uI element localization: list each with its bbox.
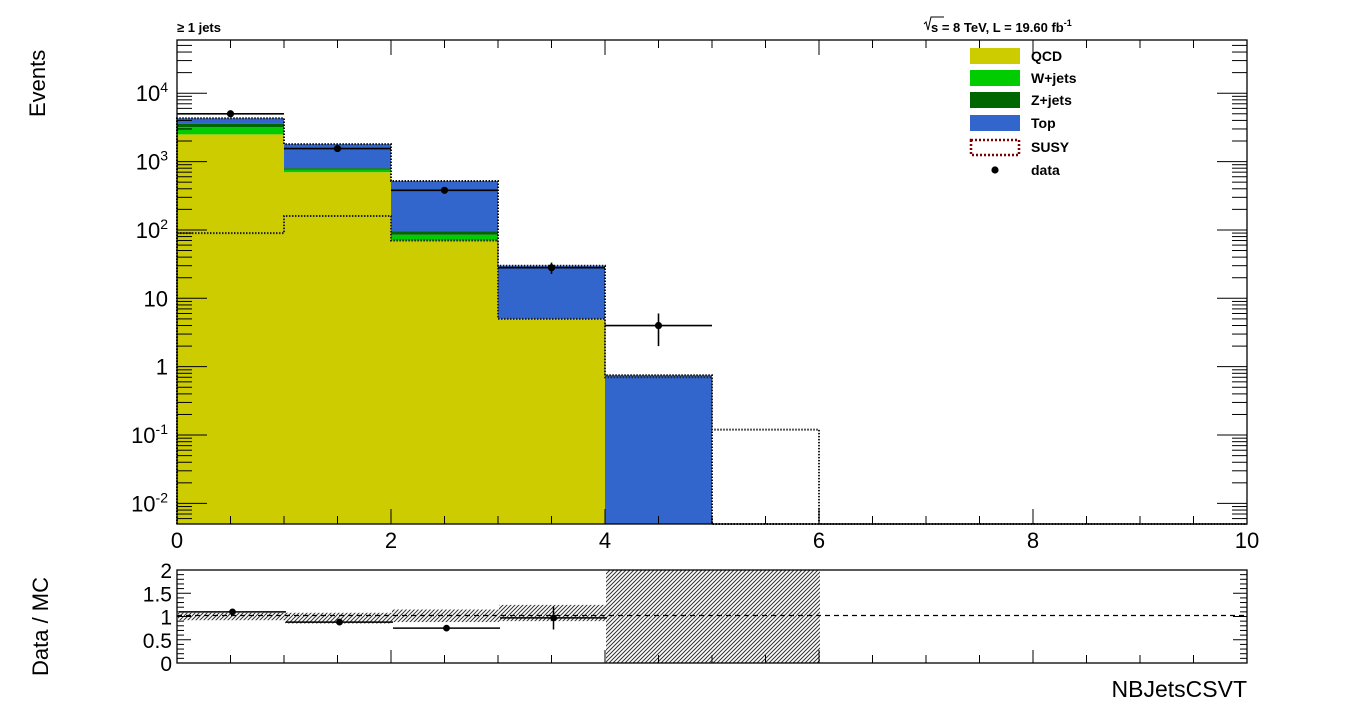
ratio-y-axis-label: Data / MC [28, 577, 53, 676]
y-tick-label: 10-2 [131, 489, 168, 516]
bar-w-jets-0 [177, 127, 284, 135]
title-right-sup: -1 [1064, 18, 1072, 28]
data-point-0 [226, 110, 235, 118]
title-right: s = 8 TeV, L = 19.60 fb-1 [923, 16, 1072, 35]
x-tick-label: 4 [599, 528, 611, 553]
svg-text:s = 8 TeV, L = 19.60 fb-1: s = 8 TeV, L = 19.60 fb-1 [931, 18, 1072, 35]
bar-qcd-3 [498, 318, 605, 524]
bar-qcd-1 [284, 172, 391, 524]
legend-swatch-2 [970, 92, 1020, 108]
data-point-1 [333, 144, 342, 153]
main-stack-bars [176, 117, 1247, 525]
ratio-point-0 [229, 608, 236, 616]
ratio-axes: 00.511.52 [143, 560, 1248, 676]
legend-label-5: data [1031, 162, 1060, 178]
bar-top-4 [605, 375, 712, 524]
title-left: ≥ 1 jets [177, 20, 221, 35]
legend-swatch-4 [969, 138, 1021, 157]
y-tick-label: 1 [156, 355, 168, 380]
bar-top-0 [177, 118, 284, 124]
bar-z-jets-2 [391, 231, 498, 235]
data-points [177, 110, 712, 347]
bar-z-jets-0 [177, 123, 284, 128]
data-point-2 [440, 186, 449, 194]
data-point-4 [654, 321, 663, 330]
legend-label-4: SUSY [1031, 139, 1070, 155]
y-tick-label: 102 [136, 216, 168, 243]
legend-label-2: Z+jets [1031, 92, 1072, 108]
x-tick-label: 6 [813, 528, 825, 553]
y-tick-label: 10-1 [131, 421, 168, 448]
ratio-band-bin-4 [606, 570, 713, 663]
x-tick-label: 0 [171, 528, 183, 553]
legend-swatch-0 [970, 48, 1020, 64]
ratio-y-tick-label: 1 [160, 607, 172, 630]
ratio-y-tick-label: 0.5 [143, 630, 172, 653]
y-tick-label: 10 [144, 286, 168, 311]
ratio-band-bin-2 [392, 609, 499, 623]
main-axes: 0 2 4 6 8 10 10-2 10-1 1 10 102 103 104 [131, 39, 1259, 553]
ratio-point-1 [336, 618, 343, 626]
ratio-point-2 [443, 624, 450, 632]
susy-overlay [177, 214, 1247, 525]
legend-swatch-1 [970, 70, 1020, 86]
x-tick-label: 8 [1027, 528, 1039, 553]
title-right-main: = 8 TeV, L = 19.60 fb [938, 20, 1064, 35]
ratio-band-bin-3 [499, 604, 606, 622]
x-tick-label: 10 [1235, 528, 1259, 553]
bar-z-jets-1 [284, 168, 391, 170]
y-tick-label: 103 [136, 148, 168, 175]
bar-top-3 [498, 265, 605, 319]
bar-qcd-2 [391, 240, 498, 524]
legend-label-0: QCD [1031, 48, 1062, 64]
ratio-point-3 [550, 614, 557, 622]
legend-label-1: W+jets [1031, 70, 1077, 86]
x-tick-label: 2 [385, 528, 397, 553]
sqrt-symbol [923, 16, 944, 31]
ratio-x-axis-label: NBJetsCSVT [1112, 676, 1247, 702]
susy-line [177, 214, 1247, 525]
ratio-band-bin-1 [285, 612, 392, 624]
ratio-uncertainty-band [178, 570, 820, 663]
title-right-prefix: s [931, 20, 938, 35]
legend: QCD W+jets Z+jets Top SUSY data [969, 48, 1077, 178]
ratio-band-bin-0 [178, 612, 285, 621]
y-axis-label: Events [25, 50, 50, 117]
bar-w-jets-1 [284, 169, 391, 173]
data-point-3 [547, 264, 556, 272]
ratio-band-bin-5 [713, 570, 820, 663]
legend-swatch-3 [970, 115, 1020, 131]
legend-swatch-5 [991, 166, 999, 174]
ratio-y-tick-label: 1.5 [143, 583, 172, 606]
y-tick-label: 104 [136, 79, 168, 106]
bar-qcd-0 [177, 134, 284, 525]
ratio-points [179, 606, 607, 632]
ratio-y-tick-label: 2 [160, 560, 172, 583]
legend-label-3: Top [1031, 115, 1056, 131]
ratio-y-tick-label: 0 [160, 653, 172, 676]
bar-w-jets-2 [391, 234, 498, 241]
